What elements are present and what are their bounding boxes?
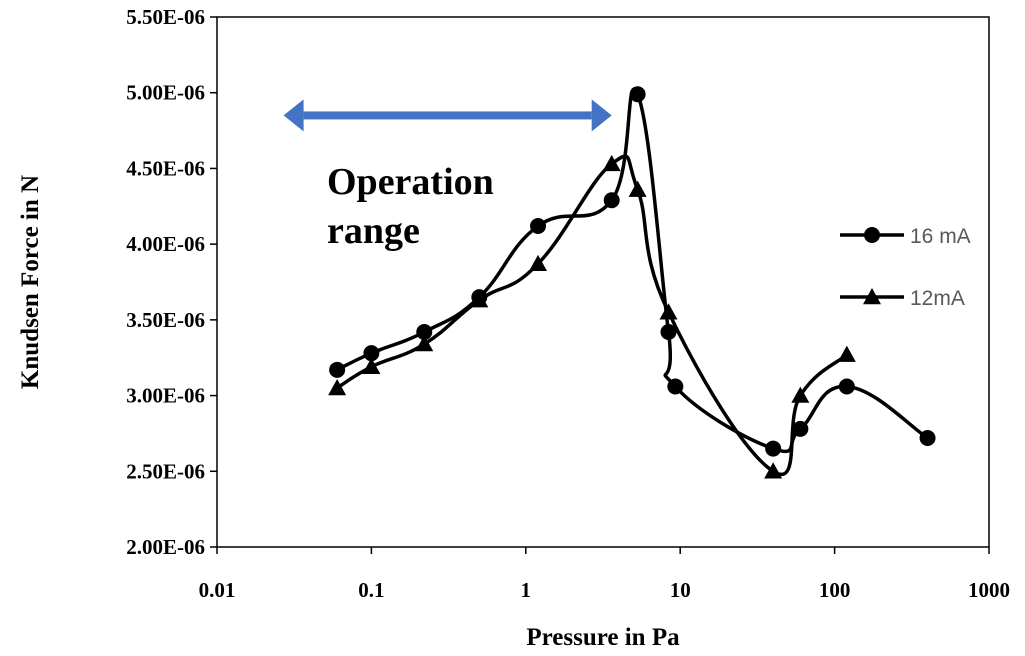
legend-item: 12mA [840, 287, 965, 310]
triangle-marker [764, 462, 783, 479]
x-tick-label: 1 [521, 578, 532, 602]
circle-marker [530, 217, 547, 234]
triangle-marker [628, 180, 647, 197]
circle-marker [603, 192, 620, 209]
legend-triangle-marker [863, 288, 881, 305]
circle-marker [363, 345, 380, 362]
arrow-head-left [283, 99, 304, 132]
triangle-marker [659, 303, 678, 320]
circle-marker [416, 323, 433, 340]
y-tick-label: 2.00E-06 [126, 535, 205, 559]
circle-marker [329, 361, 346, 378]
y-tick-label: 4.50E-06 [126, 156, 205, 180]
x-axis-ticks: 0.01 0.1 1 10 100 1000 [199, 547, 1010, 602]
plot-area-frame [216, 16, 990, 548]
x-tick-label: 0.1 [358, 578, 384, 602]
circle-marker [660, 323, 677, 340]
x-tick-label: 0.01 [199, 578, 236, 602]
y-tick-label: 5.00E-06 [126, 81, 205, 105]
operation-range-arrow [283, 99, 612, 132]
y-tick-label: 5.50E-06 [126, 5, 205, 29]
triangle-marker [415, 335, 434, 352]
series-line [336, 154, 848, 476]
legend-item: 16 mA [840, 225, 971, 248]
x-tick-label: 100 [819, 578, 851, 602]
arrow-shaft [303, 111, 592, 120]
circle-marker [667, 378, 684, 395]
triangle-marker [837, 345, 856, 362]
legend-label: 16 mA [910, 225, 971, 248]
series-2 [328, 154, 856, 479]
triangle-marker [791, 386, 810, 403]
y-tick-label: 4.00E-06 [126, 232, 205, 256]
series-1 [329, 86, 936, 457]
circle-marker [765, 440, 782, 457]
operation-range-label-line2: range [327, 210, 420, 252]
x-axis-title: Pressure in Pa [526, 624, 680, 651]
legend-circle-marker [864, 227, 880, 243]
operation-range-label-line1: Operation [327, 161, 494, 203]
arrow-head-right [591, 99, 612, 132]
circle-marker [838, 378, 855, 395]
y-axis-ticks: 2.00E-06 2.50E-06 3.00E-06 3.50E-06 4.00E-06… [126, 5, 217, 559]
legend-label: 12mA [910, 287, 965, 310]
triangle-marker [328, 379, 347, 396]
triangle-marker [470, 291, 489, 308]
x-tick-label: 10 [670, 578, 691, 602]
triangle-marker [529, 254, 548, 272]
x-tick-label: 1000 [968, 578, 1010, 602]
circle-marker [919, 429, 936, 446]
series-line [336, 87, 929, 454]
y-tick-label: 2.50E-06 [126, 459, 205, 483]
circle-marker [629, 86, 646, 103]
triangle-marker [602, 154, 621, 172]
legend: 16 mA 12mA [840, 225, 971, 310]
y-tick-label: 3.00E-06 [126, 384, 205, 408]
operation-range-label: Operation range [327, 161, 503, 252]
y-tick-label: 3.50E-06 [126, 308, 205, 332]
y-axis-title: Knudsen Force in N [17, 175, 44, 389]
circle-marker [792, 420, 809, 437]
series-layer [328, 86, 936, 479]
triangle-marker [362, 357, 381, 374]
